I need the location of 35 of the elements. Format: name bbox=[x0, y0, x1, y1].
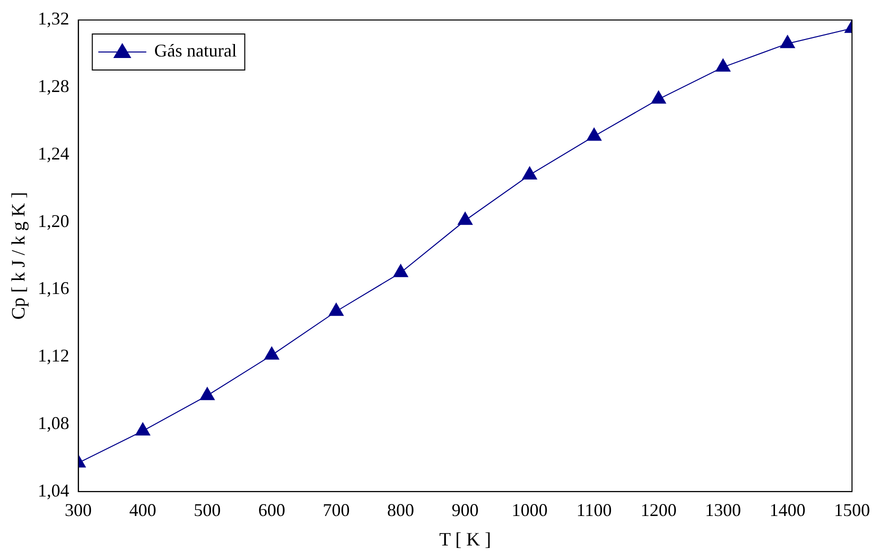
x-axis-title: T [ K ] bbox=[439, 530, 492, 551]
point bbox=[458, 212, 473, 225]
point bbox=[716, 58, 730, 72]
point bbox=[522, 166, 538, 180]
x-tick-label: 1300 bbox=[705, 500, 742, 520]
y-axis-title: Cp [ k J / k g K ] bbox=[8, 192, 30, 320]
point bbox=[393, 264, 408, 278]
x-tick-label: 400 bbox=[129, 500, 156, 520]
x-tick-label: 1000 bbox=[512, 500, 548, 520]
y-tick-label: 1,28 bbox=[38, 76, 70, 96]
y-tick-label: 1,08 bbox=[38, 412, 70, 433]
x-tick-label: 800 bbox=[387, 500, 414, 520]
y-tick-label: 1,12 bbox=[38, 346, 70, 366]
point bbox=[780, 35, 795, 48]
x-tick-label: 600 bbox=[258, 500, 286, 520]
x-tick-label: 900 bbox=[452, 500, 479, 520]
x-tick-label: 1400 bbox=[770, 500, 806, 520]
x-tick-label: 500 bbox=[194, 500, 221, 520]
point bbox=[328, 302, 344, 316]
y-tick-label: 1,32 bbox=[38, 8, 70, 29]
y-tick-label: 1,04 bbox=[38, 480, 70, 500]
y-tick-label: 1,24 bbox=[38, 143, 70, 164]
y-tick-label: 1,20 bbox=[38, 210, 70, 231]
x-tick-label: 300 bbox=[64, 500, 92, 520]
x-tick-label: 1200 bbox=[640, 500, 677, 520]
x-tick-label: 700 bbox=[322, 500, 350, 520]
legend-label: Gás natural bbox=[154, 40, 237, 61]
point bbox=[651, 90, 666, 104]
x-tick-label: 1100 bbox=[576, 500, 612, 520]
y-tick-label: 1,16 bbox=[38, 278, 70, 298]
point bbox=[586, 128, 602, 141]
point bbox=[264, 346, 280, 360]
point bbox=[135, 422, 150, 436]
point bbox=[200, 387, 215, 400]
x-tick-label: 1500 bbox=[834, 500, 870, 520]
